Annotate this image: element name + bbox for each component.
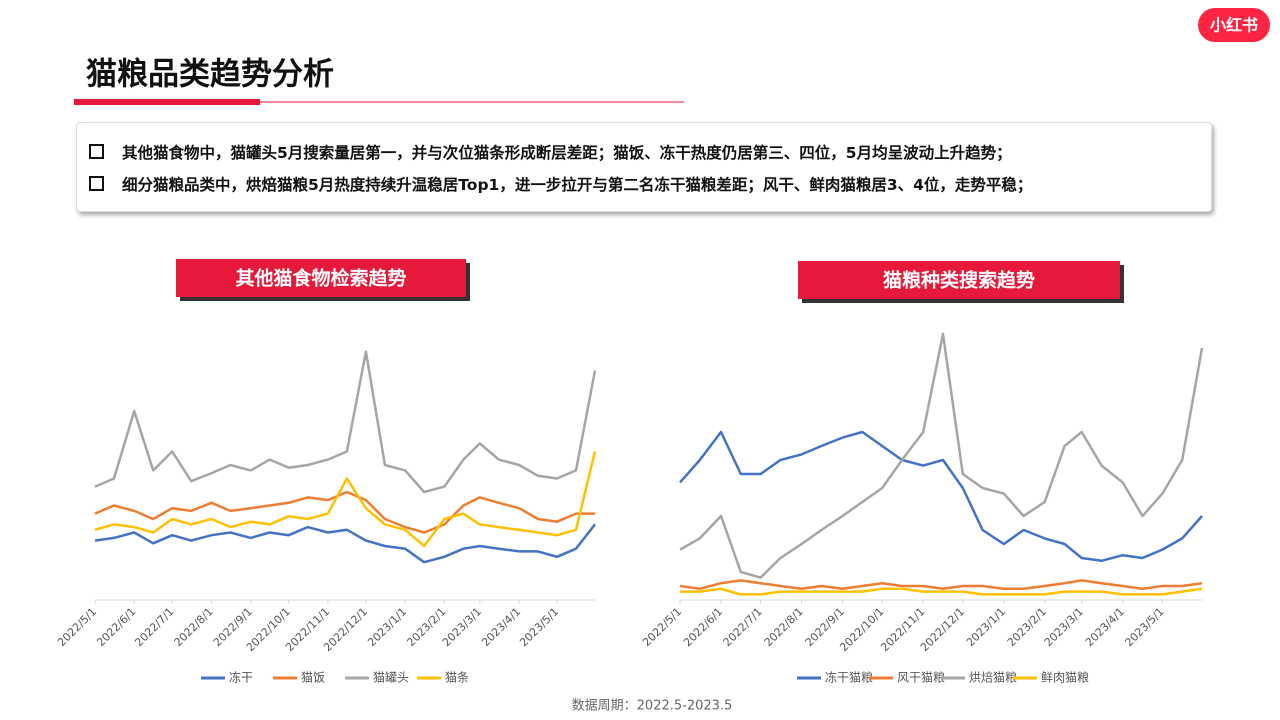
bullet-text: 细分猫粮品类中，烘焙猫粮5月热度持续升温稳居Top1，进一步拉开与第二名冻干猫粮… xyxy=(122,176,1033,194)
chart-title: 猫粮种类搜索趋势 xyxy=(883,269,1035,292)
logo-badge xyxy=(1198,8,1270,42)
x-tick-label: 2022/8/1 xyxy=(172,605,216,649)
series-line xyxy=(94,451,597,548)
series-line xyxy=(679,332,1204,579)
bullet: 细分猫粮品类中，烘焙猫粮5月热度持续升温稳居Top1，进一步拉开与第二名冻干猫粮… xyxy=(89,169,1211,201)
x-tick-label: 2023/1/1 xyxy=(365,605,409,649)
legend-label: 鲜肉猫粮 xyxy=(1041,670,1089,685)
footer: 数据周期：2022.5-2023.5 xyxy=(572,699,733,714)
logo: 小红书 xyxy=(1210,16,1258,35)
x-tick-label: 2022/7/1 xyxy=(132,605,176,649)
x-tick-label: 2022/8/1 xyxy=(762,605,806,649)
x-tick-label: 2022/5/1 xyxy=(55,605,99,649)
legend-label: 冻干 xyxy=(229,670,253,685)
legend-label: 猫罐头 xyxy=(373,671,409,685)
title-accent xyxy=(74,99,260,105)
x-tick-label: 2023/3/1 xyxy=(1042,605,1086,649)
x-tick-label: 2023/5/1 xyxy=(517,605,561,649)
legend-label: 猫饭 xyxy=(301,671,325,685)
slide-title: 猫粮品类趋势分析 xyxy=(86,57,334,93)
chart-title: 其他猫食物检索趋势 xyxy=(235,267,406,290)
series-line xyxy=(94,523,596,564)
chart-title-box xyxy=(176,259,466,297)
legend-label: 烘焙猫粮 xyxy=(969,670,1017,685)
notes-box: 其他猫食物中，猫罐头5月搜索量居第一，并与次位猫条形成断层差距；猫饭、冻干热度仍… xyxy=(76,122,1212,212)
x-tick-label: 2022/5/1 xyxy=(640,605,684,649)
series-line xyxy=(680,587,1203,596)
bullet: 其他猫食物中，猫罐头5月搜索量居第一，并与次位猫条形成断层差距；猫饭、冻干热度仍… xyxy=(89,137,1211,169)
x-tick-label: 2023/3/1 xyxy=(440,605,484,649)
x-tick-label: 2023/2/1 xyxy=(1005,605,1049,649)
x-tick-label: 2023/4/1 xyxy=(479,605,523,649)
x-tick-label: 2022/7/1 xyxy=(721,605,765,649)
legend-label: 风干猫粮 xyxy=(897,670,945,685)
series-line xyxy=(94,350,597,494)
series-line xyxy=(94,490,595,534)
legend-label: 猫条 xyxy=(445,671,469,685)
chart-title-box xyxy=(798,261,1120,299)
bullet-text: 其他猫食物中，猫罐头5月搜索量居第一，并与次位猫条形成断层差距；猫饭、冻干热度仍… xyxy=(122,144,1012,162)
x-tick-label: 2023/1/1 xyxy=(964,605,1008,649)
x-tick-label: 2022/6/1 xyxy=(681,605,725,649)
series-line xyxy=(679,579,1203,591)
x-tick-label: 2022/6/1 xyxy=(94,605,138,649)
series-line xyxy=(679,430,1203,563)
x-tick-label: 2023/4/1 xyxy=(1083,605,1127,649)
legend-label: 冻干猫粮 xyxy=(825,670,873,685)
x-tick-label: 2023/5/1 xyxy=(1122,605,1166,649)
